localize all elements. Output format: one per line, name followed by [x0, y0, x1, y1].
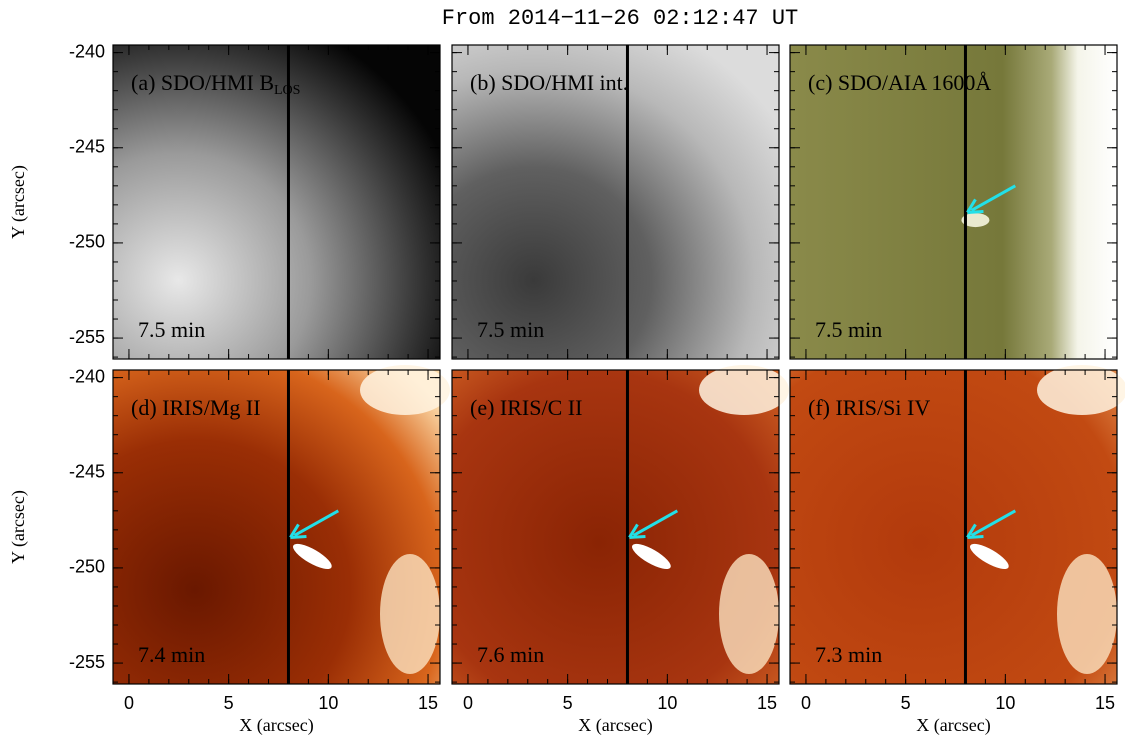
x-tick-label: 15: [1095, 693, 1115, 713]
panel-label-text: (b) SDO/HMI int.: [470, 70, 628, 95]
arrow-head: [628, 523, 646, 539]
bright-region: [360, 365, 450, 415]
panel-time: 7.6 min: [477, 642, 544, 667]
arrow: [293, 509, 340, 537]
panel-image: [452, 45, 779, 359]
y-tick-label: -255: [69, 652, 105, 672]
panel-label: (a) SDO/HMI BLOS: [131, 70, 300, 98]
bright-feature: [970, 543, 1009, 570]
panel-frame: [451, 44, 780, 360]
panel-time: 7.4 min: [138, 642, 205, 667]
x-tick-label: 10: [318, 693, 338, 713]
x-tick-label: 10: [995, 693, 1015, 713]
bright-region: [1057, 554, 1117, 674]
x-tick-label: 15: [418, 693, 438, 713]
y-axis-label: Y (arcsec): [8, 165, 29, 239]
panel-label-text: (d) IRIS/Mg II: [131, 395, 261, 420]
x-axis-label: X (arcsec): [239, 715, 313, 736]
x-tick-label: 5: [901, 693, 911, 713]
panel-label-text: (c) SDO/AIA 1600Å: [808, 70, 991, 95]
panel: (a) SDO/HMI BLOS 7.5 min: [112, 44, 441, 360]
arrow: [970, 184, 1017, 212]
panel: (c) SDO/AIA 1600Å 7.5 min: [789, 44, 1118, 360]
panel-label-text: (e) IRIS/C II: [470, 395, 582, 420]
arrow: [632, 509, 679, 537]
panel: (f) IRIS/Si IV 7.3 min: [789, 365, 1125, 685]
x-tick-label: 0: [463, 693, 473, 713]
y-tick-label: -240: [69, 41, 105, 61]
bright-feature: [293, 543, 332, 570]
panel-label: (e) IRIS/C II: [470, 395, 582, 420]
panel: (b) SDO/HMI int. 7.5 min: [451, 44, 780, 360]
y-tick-label: -255: [69, 327, 105, 347]
x-tick-label: 15: [757, 693, 777, 713]
y-tick-label: -250: [69, 557, 105, 577]
panel-image: [113, 45, 440, 359]
y-tick-label: -240: [69, 366, 105, 386]
bright-region: [699, 365, 789, 415]
bright-feature: [961, 213, 990, 228]
panel: (d) IRIS/Mg II 7.4 min: [112, 365, 450, 685]
arrow-head: [289, 523, 307, 539]
panel-frame: [451, 369, 780, 685]
arrow: [970, 509, 1017, 537]
x-tick-label: 5: [563, 693, 573, 713]
panel-frame: [112, 369, 441, 685]
y-tick-label: -245: [69, 462, 105, 482]
panel-label: (d) IRIS/Mg II: [131, 395, 261, 420]
bright-region: [380, 554, 440, 674]
bright-feature: [632, 543, 671, 570]
panel-label-text: (a) SDO/HMI B: [131, 70, 274, 95]
panel-label: (f) IRIS/Si IV: [808, 395, 930, 420]
panel-time: 7.5 min: [477, 317, 544, 342]
x-tick-label: 0: [801, 693, 811, 713]
bright-region: [1037, 365, 1125, 415]
panel: (e) IRIS/C II 7.6 min: [451, 365, 789, 685]
bright-region: [719, 554, 779, 674]
panel-label: (c) SDO/AIA 1600Å: [808, 70, 991, 95]
x-axis-label: X (arcsec): [916, 715, 990, 736]
panel-label-subscript: LOS: [274, 83, 300, 98]
x-tick-label: 10: [657, 693, 677, 713]
panel-frame: [789, 44, 1118, 360]
panel-label-text: (f) IRIS/Si IV: [808, 395, 930, 420]
figure-title: From 2014−11−26 02:12:47 UT: [442, 6, 798, 31]
panel-label: (b) SDO/HMI int.: [470, 70, 628, 95]
x-tick-label: 5: [224, 693, 234, 713]
y-axis-label: Y (arcsec): [8, 490, 29, 564]
y-tick-label: -245: [69, 137, 105, 157]
panel-frame: [112, 44, 441, 360]
panel-time: 7.5 min: [138, 317, 205, 342]
arrow-head: [966, 198, 984, 214]
arrow-head: [966, 523, 984, 539]
panel-time: 7.3 min: [815, 642, 882, 667]
panel-image: [790, 45, 1117, 359]
panel-time: 7.5 min: [815, 317, 882, 342]
panel-frame: [789, 369, 1118, 685]
x-axis-label: X (arcsec): [578, 715, 652, 736]
x-tick-label: 0: [124, 693, 134, 713]
y-tick-label: -250: [69, 232, 105, 252]
